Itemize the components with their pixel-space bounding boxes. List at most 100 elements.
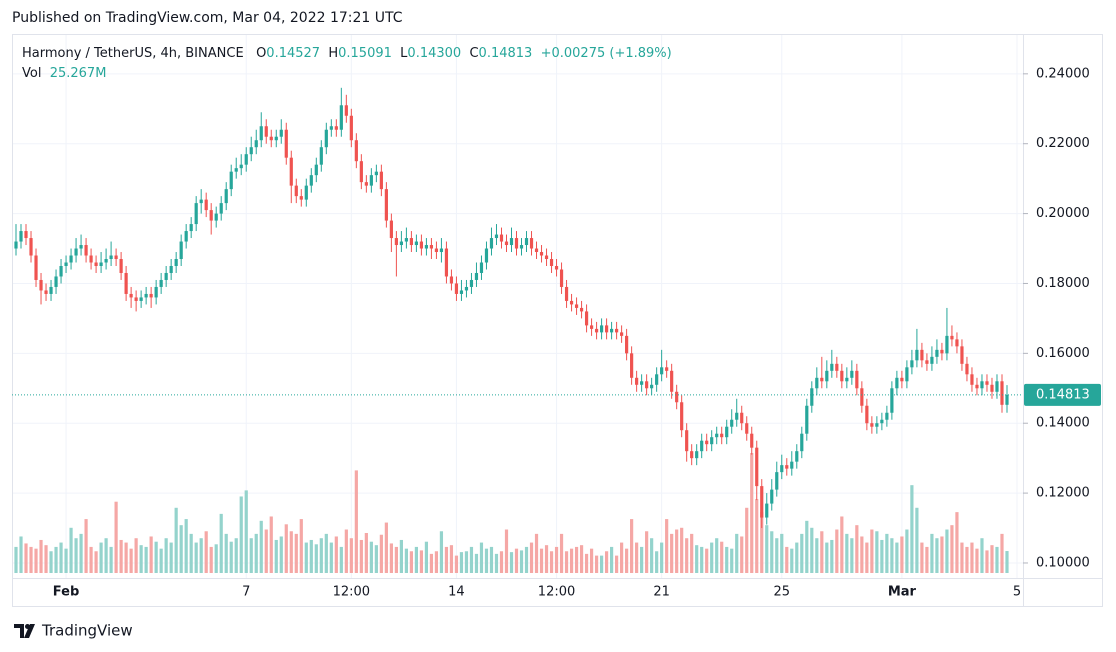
volume-bar: [975, 548, 979, 573]
volume-bar: [995, 546, 999, 573]
candle-body: [895, 377, 899, 389]
volume-key: Vol: [22, 66, 42, 81]
volume-bar: [39, 539, 43, 573]
volume-bar: [700, 546, 704, 573]
volume-bar: [219, 513, 223, 573]
candle-body: [514, 238, 519, 249]
volume-bar: [780, 533, 784, 573]
candle-body: [524, 238, 529, 246]
volume-bar: [99, 542, 103, 573]
volume-bar: [439, 531, 444, 573]
volume-bar: [544, 545, 549, 573]
candle-body: [339, 105, 343, 130]
candle-body: [1005, 394, 1009, 405]
candle-body: [184, 231, 188, 242]
volume-bar: [805, 520, 809, 573]
volume-bar: [695, 545, 699, 573]
candle-body: [925, 360, 929, 364]
candle-body: [760, 486, 764, 518]
volume-bar: [49, 551, 53, 573]
candle-body: [680, 402, 684, 431]
candle-body: [324, 129, 328, 148]
last-price-label: 0.14813: [1036, 387, 1090, 402]
candle-body: [955, 339, 959, 347]
volume-bar: [529, 542, 534, 573]
candle-body: [89, 255, 93, 263]
volume-bar: [384, 522, 388, 573]
candle-body: [800, 433, 804, 452]
volume-bar: [399, 539, 403, 573]
candle-body: [334, 126, 338, 130]
volume-bar: [915, 507, 919, 573]
y-tick-label: 0.24000: [1036, 66, 1090, 81]
logo: [14, 624, 35, 638]
volume-bar: [935, 538, 939, 573]
candle-body: [254, 140, 258, 148]
candle-body: [785, 465, 789, 469]
volume-bar: [615, 555, 619, 573]
candle-body: [830, 363, 834, 371]
candle-body: [569, 300, 574, 305]
ohlc-value: 0.14300: [407, 46, 462, 61]
volume-bar: [820, 531, 824, 573]
volume-bar: [379, 534, 383, 573]
candle-body: [529, 238, 534, 249]
volume-bar: [665, 519, 669, 573]
volume-bar: [524, 546, 529, 573]
ohlc-key: C: [469, 46, 479, 61]
volume-bar: [880, 539, 884, 573]
volume-bar: [429, 553, 434, 573]
volume-bar: [920, 542, 924, 573]
candle-body: [299, 196, 303, 200]
candle-body: [735, 412, 739, 420]
volume-bar: [870, 529, 874, 573]
volume-bar: [990, 545, 994, 573]
volume-bar: [519, 550, 524, 573]
candle-body: [875, 423, 879, 427]
volume-bar: [790, 548, 794, 573]
candle-body: [855, 370, 859, 389]
candle-body: [274, 136, 278, 141]
y-tick-label: 0.22000: [1036, 136, 1090, 151]
candle-body: [374, 171, 378, 176]
candle-body: [534, 248, 539, 253]
volume-bar: [1005, 551, 1009, 573]
candle-body: [620, 332, 624, 336]
volume-bar: [454, 555, 459, 573]
volume-bar: [29, 546, 33, 573]
candle-body: [494, 234, 499, 239]
volume-bar: [725, 546, 729, 573]
legend: Harmony / TetherUS, 4h, BINANCE O0.14527…: [22, 44, 672, 84]
candle-body: [870, 423, 874, 427]
candle-body: [129, 293, 133, 298]
candle-body: [474, 272, 479, 280]
volume-bar: [680, 527, 684, 573]
candle-body: [114, 255, 118, 260]
candle-body: [309, 175, 313, 186]
volume-bar: [905, 529, 909, 573]
volume-bar: [364, 533, 368, 573]
candle-body: [980, 381, 984, 389]
volume-bar: [960, 542, 964, 573]
candle-body: [574, 304, 579, 308]
volume-bar: [489, 546, 494, 573]
candle-body: [239, 164, 243, 169]
candle-body: [720, 433, 724, 438]
volume-bar: [840, 516, 844, 573]
volume-bar: [259, 520, 263, 573]
candle-body: [900, 377, 904, 382]
candle-body: [134, 297, 138, 301]
candle-body: [790, 461, 794, 469]
candle-body: [289, 157, 293, 186]
candle-body: [935, 349, 939, 357]
candle-body: [990, 384, 994, 392]
candle-body: [434, 248, 439, 253]
candle-body: [775, 472, 779, 490]
volume-bar: [194, 542, 198, 573]
candle-body: [675, 391, 679, 403]
volume-bar: [459, 552, 464, 573]
volume-bar: [800, 533, 804, 573]
candle-body: [264, 126, 268, 137]
candle-body: [810, 388, 814, 406]
